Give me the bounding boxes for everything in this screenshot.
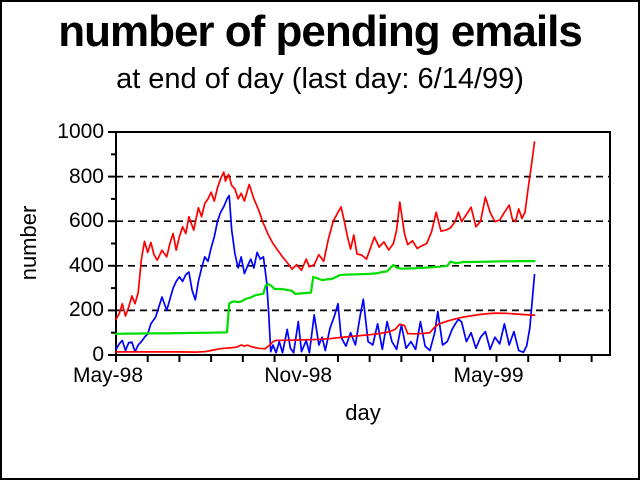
y-tick-label-400: 400: [68, 253, 104, 277]
red-upper-line: [115, 141, 536, 321]
chart-subtitle: at end of day (last day: 6/14/99): [116, 63, 524, 95]
plot-frame: [115, 131, 611, 356]
green-line: [114, 260, 536, 335]
y-tick-label-1000: 1000: [57, 120, 104, 143]
blue-line: [115, 194, 536, 354]
x-tick-label-Nov-98: Nov-98: [264, 364, 333, 387]
y-tick-label-0: 0: [92, 343, 104, 366]
chart-title: number of pending emails: [58, 7, 583, 56]
y-tick-label-800: 800: [68, 164, 104, 188]
x-tick-label-May-99: May-99: [453, 364, 524, 387]
red-lower-line: [115, 312, 536, 353]
y-tick-label-600: 600: [68, 209, 104, 233]
x-axis-title: day: [345, 400, 381, 425]
y-axis-title: number: [16, 205, 41, 281]
y-tick-label-200: 200: [68, 298, 104, 322]
x-tick-label-May-98: May-98: [72, 364, 144, 387]
